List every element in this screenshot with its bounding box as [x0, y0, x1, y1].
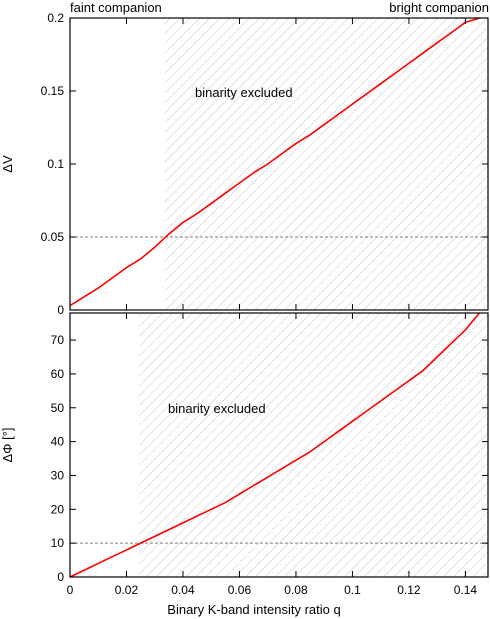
y-tick-label: 50	[51, 401, 65, 415]
y-tick-label: 0	[57, 303, 64, 317]
y-tick-label: 0.15	[41, 84, 65, 98]
bottom-panel: binarity excluded 0 10 20 30 40 50 60 70 0 0.02 0.0…	[0, 312, 489, 617]
y-axis-label: ΔV	[0, 155, 15, 173]
y-tick-label: 40	[51, 435, 65, 449]
annotation-binarity-excluded: binarity excluded	[195, 85, 293, 100]
y-tick-label: 30	[51, 468, 65, 482]
excluded-region	[164, 18, 488, 310]
x-tick-label: 0.06	[228, 583, 252, 597]
x-tick-label: 0.08	[284, 583, 308, 597]
y-tick-label: 60	[51, 367, 65, 381]
y-tick-label: 0	[57, 570, 64, 584]
x-tick-label: 0.04	[171, 583, 195, 597]
x-tick-label: 0.1	[344, 583, 361, 597]
x-axis-label: Binary K-band intensity ratio q	[167, 602, 340, 617]
series-line-0	[69, 312, 481, 578]
plot-frame	[69, 312, 489, 578]
y-tick-label: 70	[51, 333, 65, 347]
x-tick-label: 0.14	[454, 583, 478, 597]
y-tick-label: 0.2	[47, 11, 64, 25]
x-tick-label: 0	[67, 583, 74, 597]
y-tick-label: 0.05	[41, 230, 65, 244]
y-tick-label: 10	[51, 536, 65, 550]
y-axis-label: ΔΦ [°]	[0, 427, 15, 462]
annotation-binarity-excluded: binarity excluded	[168, 401, 266, 416]
excluded-region	[139, 313, 488, 577]
x-tick-label: 0.12	[397, 583, 421, 597]
faint-companion-label: faint companion	[70, 0, 162, 15]
y-tick-label: 0.1	[47, 157, 64, 171]
series-line-0	[69, 17, 480, 307]
top-panel: binarity excluded 0 0.05 0.1 0.15 0.2 ΔV	[0, 11, 489, 317]
y-tick-label: 20	[51, 502, 65, 516]
x-tick-label: 0.02	[115, 583, 139, 597]
bright-companion-label: bright companion	[389, 0, 489, 15]
